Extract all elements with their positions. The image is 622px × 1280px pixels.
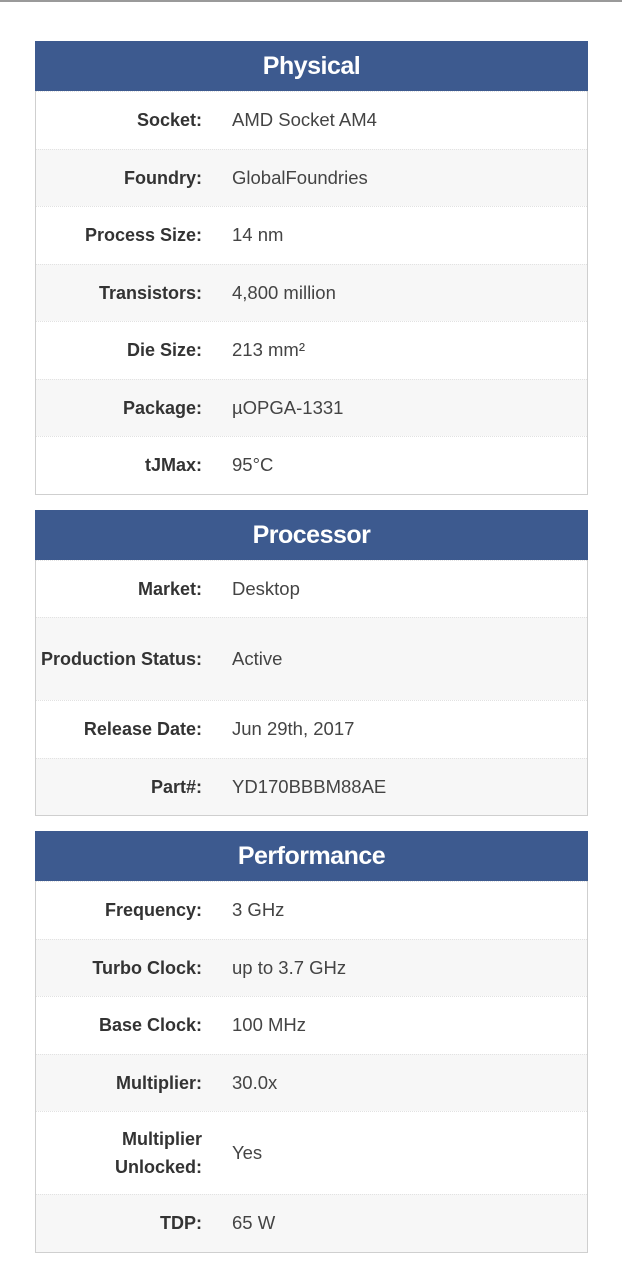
- spec-label: Release Date:: [83, 719, 202, 740]
- spec-row: Foundry: GlobalFoundries: [36, 148, 587, 206]
- spec-label: Market:: [137, 578, 202, 599]
- spec-row: Package: µOPGA-1331: [36, 378, 587, 436]
- spec-row: Release Date: Jun 29th, 2017: [36, 700, 587, 758]
- spec-value: Yes: [232, 1142, 263, 1163]
- spec-value: Jun 29th, 2017: [232, 718, 355, 740]
- spec-label: Socket:: [136, 110, 202, 131]
- spec-tables: Physical Socket: AMD Socket AM4 Foundry: Glo…: [0, 2, 622, 1253]
- spec-value: 65 W: [232, 1212, 276, 1234]
- section-performance: Performance Frequency: 3 GHz Turbo Clock: up…: [35, 831, 588, 1253]
- spec-row: Frequency: 3 GHz: [36, 881, 587, 939]
- spec-label: tJMax:: [144, 455, 202, 476]
- spec-label: Base Clock:: [98, 1015, 202, 1036]
- spec-row: Multiplier: 30.0x: [36, 1053, 587, 1111]
- spec-value: 14 nm: [232, 224, 284, 246]
- spec-label: Transistors:: [98, 282, 202, 303]
- spec-label: Die Size:: [126, 340, 202, 361]
- spec-label: Frequency:: [104, 900, 202, 921]
- spec-row: Market: Desktop: [36, 559, 587, 617]
- spec-value: Desktop: [232, 577, 300, 599]
- section-header: Performance: [35, 831, 588, 881]
- spec-label: Multiplier:: [116, 1072, 202, 1093]
- spec-value: Active: [232, 648, 283, 669]
- spec-row: Production Status: Active: [36, 617, 587, 700]
- spec-value: up to 3.7 GHz: [232, 956, 347, 978]
- spec-row: tJMax: 95°C: [36, 436, 587, 494]
- spec-value: 30.0x: [232, 1071, 278, 1093]
- spec-value: YD170BBBM88AE: [232, 775, 387, 797]
- section-physical: Physical Socket: AMD Socket AM4 Foundry: Glo…: [35, 41, 588, 495]
- section-header: Physical: [35, 41, 588, 91]
- spec-value: 95°C: [232, 454, 274, 476]
- spec-row: Transistors: 4,800 million: [36, 263, 587, 321]
- spec-value: 213 mm²: [232, 339, 305, 361]
- section-header: Processor: [35, 509, 588, 560]
- spec-row: TDP: 65 W: [36, 1194, 587, 1252]
- spec-label: Foundry:: [124, 167, 202, 188]
- spec-label: Turbo Clock:: [92, 957, 202, 978]
- spec-row: Process Size: 14 nm: [36, 206, 587, 264]
- spec-label: Package:: [122, 397, 202, 418]
- spec-label: Production Status:: [41, 649, 202, 669]
- spec-row: Multiplier Unlocked: Yes: [36, 1111, 587, 1194]
- spec-row: Die Size: 213 mm²: [36, 321, 587, 379]
- spec-label: Process Size:: [84, 225, 202, 246]
- spec-row: Turbo Clock: up to 3.7 GHz: [36, 938, 587, 996]
- spec-label: Part#:: [150, 776, 202, 797]
- spec-row: Base Clock: 100 MHz: [36, 996, 587, 1054]
- section-processor: Processor Market: Desktop Production Status…: [35, 509, 588, 816]
- spec-label: Multiplier Unlocked:: [114, 1129, 202, 1177]
- spec-value: µOPGA-1331: [232, 396, 344, 418]
- spec-row: Part#: YD170BBBM88AE: [36, 757, 587, 815]
- spec-value: AMD Socket AM4: [232, 109, 377, 131]
- spec-value: 4,800 million: [232, 281, 336, 303]
- spec-value: GlobalFoundries: [232, 166, 368, 188]
- spec-label: TDP:: [160, 1213, 202, 1234]
- spec-value: 100 MHz: [232, 1014, 307, 1036]
- spec-value: 3 GHz: [232, 899, 285, 921]
- spec-row: Socket: AMD Socket AM4: [36, 91, 587, 149]
